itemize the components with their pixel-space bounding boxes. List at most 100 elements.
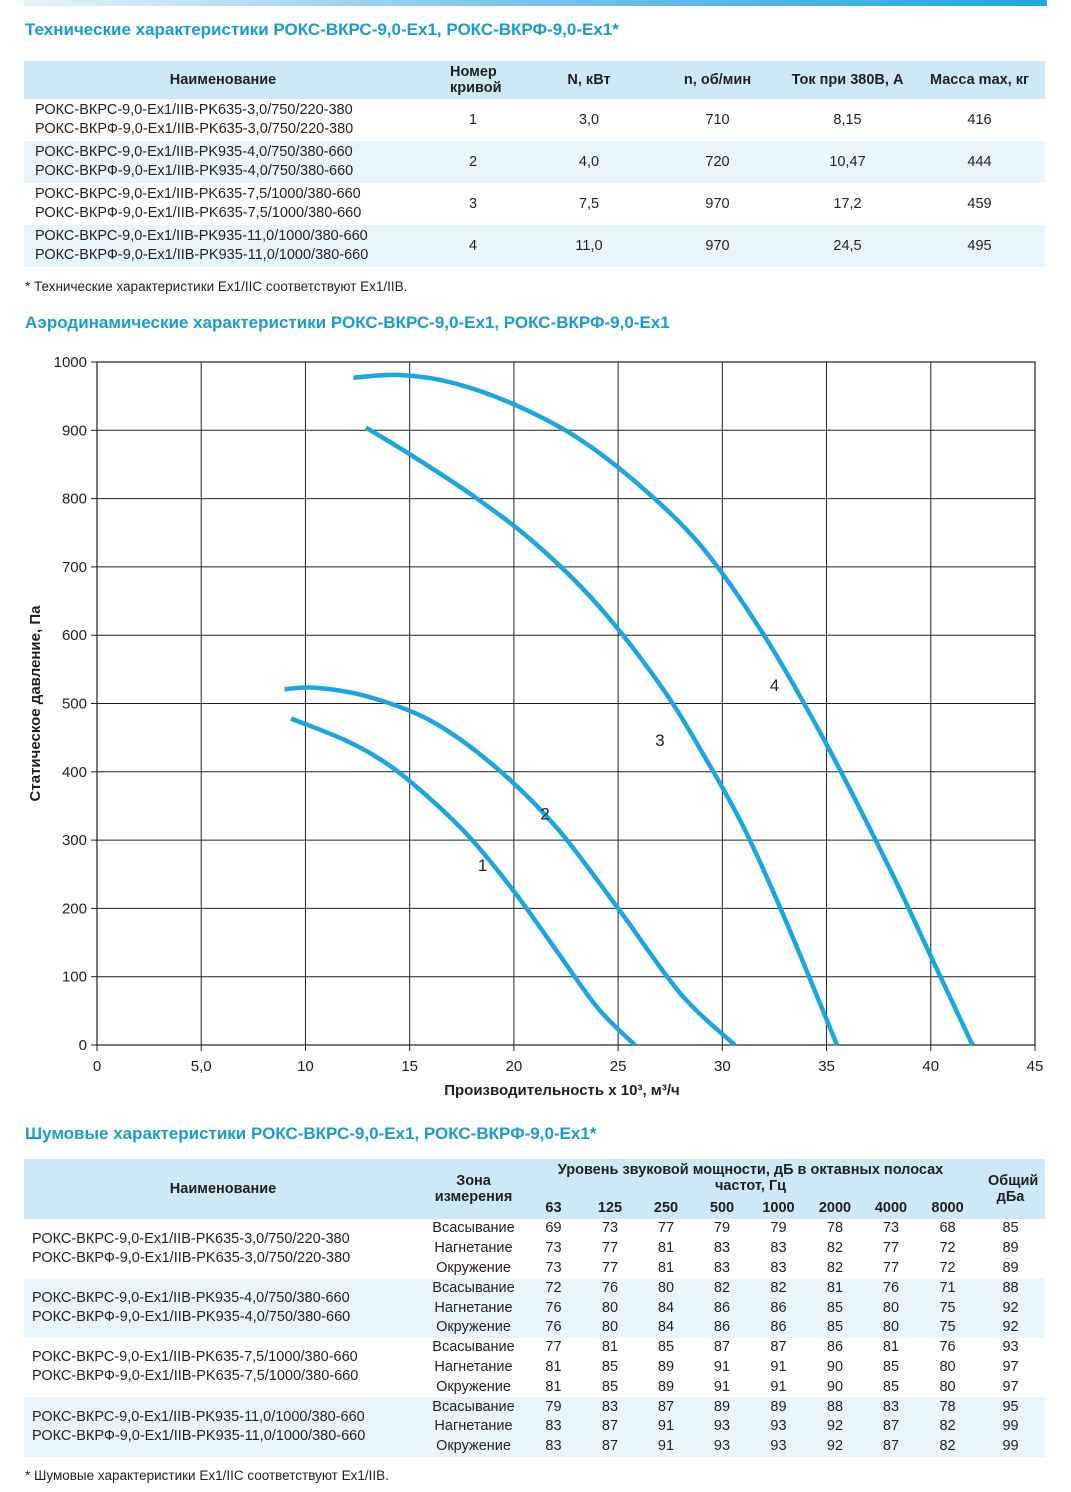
noise-cell-value: 80 — [919, 1377, 976, 1397]
noise-section-title: Шумовые характеристики РОКС-ВКРС-9,0-Ex1… — [25, 1124, 596, 1144]
noise-cell-value: 75 — [919, 1298, 976, 1318]
noise-row: РОКС-ВКРС-9,0-Ex1/IIB-PK935-4,0/750/380-… — [24, 1278, 1045, 1298]
noise-cell-value: 86 — [807, 1338, 863, 1358]
noise-cell-value: 89 — [694, 1397, 750, 1417]
x-tick-label: 5,0 — [191, 1058, 212, 1075]
model-name: РОКС-ВКРФ-9,0-Ex1/IIB-PK635-7,5/1000/380… — [35, 204, 422, 223]
noise-cell-value: 78 — [919, 1397, 976, 1417]
noise-cell-value: 76 — [525, 1318, 582, 1338]
x-tick-label: 15 — [401, 1058, 418, 1075]
noise-cell-value: 87 — [750, 1338, 807, 1358]
noise-cell-value: 83 — [694, 1239, 750, 1259]
x-tick-label: 20 — [506, 1058, 523, 1075]
y-tick-label: 900 — [62, 422, 87, 439]
noise-cell-value: 90 — [807, 1358, 863, 1378]
noise-cell-value: 85 — [863, 1358, 919, 1378]
tech-section-title: Технические характеристики РОКС-ВКРС-9,0… — [25, 20, 619, 40]
noise-cell-total: 93 — [976, 1338, 1045, 1358]
y-tick-label: 300 — [62, 832, 87, 849]
noise-row: РОКС-ВКРС-9,0-Ex1/IIB-PK635-3,0/750/220-… — [24, 1219, 1045, 1239]
model-name: РОКС-ВКРФ-9,0-Ex1/IIB-PK935-11,0/1000/38… — [32, 1427, 422, 1446]
tech-cell-current: 17,2 — [781, 183, 914, 225]
noise-cell-value: 77 — [638, 1219, 694, 1239]
tech-cell-curve: 3 — [422, 183, 524, 225]
noise-cell-total: 97 — [976, 1358, 1045, 1378]
chart-grid: 0 5,0 10 15 20 25 30 35 40 4501002003004005006007… — [54, 354, 1044, 1075]
top-accent-bar — [24, 0, 1047, 6]
noise-cell-value: 72 — [919, 1259, 976, 1279]
model-name: РОКС-ВКРС-9,0-Ex1/IIB-PK635-3,0/750/220-… — [35, 101, 422, 120]
noise-cell-value: 77 — [582, 1259, 638, 1279]
y-axis-title: Статическое давление, Па — [27, 605, 44, 802]
tech-cell-power: 11,0 — [524, 225, 654, 267]
tech-cell-current: 8,15 — [781, 99, 914, 141]
noise-header-name: Наименование — [24, 1159, 422, 1219]
noise-cell-value: 87 — [638, 1397, 694, 1417]
noise-cell-value: 77 — [582, 1239, 638, 1259]
curve-number-label: 4 — [770, 676, 779, 695]
noise-cell-value: 83 — [525, 1417, 582, 1437]
noise-cell-value: 82 — [919, 1437, 976, 1457]
noise-cell-value: 89 — [638, 1377, 694, 1397]
tech-cell-rpm: 970 — [654, 183, 781, 225]
tech-cell-model: РОКС-ВКРС-9,0-Ex1/IIB-PK935-11,0/1000/38… — [24, 225, 422, 267]
noise-cell-value: 85 — [807, 1318, 863, 1338]
noise-cell-value: 77 — [863, 1239, 919, 1259]
tech-cell-power: 3,0 — [524, 99, 654, 141]
noise-cell-zone: Нагнетание — [422, 1239, 525, 1259]
noise-cell-value: 76 — [919, 1338, 976, 1358]
noise-cell-zone: Окружение — [422, 1377, 525, 1397]
noise-cell-value: 86 — [694, 1318, 750, 1338]
noise-cell-value: 91 — [694, 1377, 750, 1397]
noise-cell-value: 80 — [919, 1358, 976, 1378]
noise-cell-value: 72 — [919, 1239, 976, 1259]
noise-cell-value: 93 — [750, 1417, 807, 1437]
noise-cell-value: 69 — [525, 1219, 582, 1239]
x-tick-label: 35 — [818, 1058, 835, 1075]
noise-cell-zone: Нагнетание — [422, 1298, 525, 1318]
noise-cell-value: 80 — [582, 1318, 638, 1338]
noise-header-total: Общий дБа — [976, 1159, 1045, 1219]
noise-cell-value: 91 — [638, 1417, 694, 1437]
noise-cell-value: 87 — [582, 1437, 638, 1457]
noise-cell-zone: Окружение — [422, 1259, 525, 1279]
tech-row: РОКС-ВКРС-9,0-Ex1/IIB-PK935-4,0/750/380-… — [24, 141, 1045, 183]
noise-cell-total: 88 — [976, 1278, 1045, 1298]
y-tick-label: 800 — [62, 491, 87, 508]
noise-cell-value: 80 — [638, 1278, 694, 1298]
noise-cell-value: 76 — [525, 1298, 582, 1318]
noise-cell-total: 89 — [976, 1239, 1045, 1259]
aero-section-title: Аэродинамические характеристики РОКС-ВКР… — [25, 313, 670, 333]
aero-chart: 0 5,0 10 15 20 25 30 35 40 45 0 100 200 300 400 500 600 7… — [0, 345, 1071, 1105]
noise-table: Наименование Зона измерения Уровень звук… — [24, 1159, 1045, 1457]
frequency-header: 63 — [525, 1197, 582, 1219]
noise-cell-value: 82 — [807, 1259, 863, 1279]
noise-cell-zone: Всасывание — [422, 1278, 525, 1298]
noise-cell-value: 81 — [863, 1338, 919, 1358]
model-name: РОКС-ВКРФ-9,0-Ex1/IIB-PK635-7,5/1000/380… — [32, 1367, 422, 1386]
noise-cell-value: 86 — [750, 1298, 807, 1318]
noise-cell-value: 83 — [750, 1239, 807, 1259]
noise-cell-value: 85 — [863, 1377, 919, 1397]
x-tick-label: 0 — [93, 1058, 101, 1075]
noise-row: РОКС-ВКРС-9,0-Ex1/IIB-PK935-11,0/1000/38… — [24, 1397, 1045, 1417]
noise-cell-value: 80 — [582, 1298, 638, 1318]
model-name: РОКС-ВКРФ-9,0-Ex1/IIB-PK635-3,0/750/220-… — [32, 1249, 422, 1268]
noise-cell-zone: Нагнетание — [422, 1417, 525, 1437]
tech-cell-curve: 1 — [422, 99, 524, 141]
noise-cell-value: 73 — [582, 1219, 638, 1239]
tech-table: Наименование Номер кривой N, кВт n, об/м… — [24, 61, 1045, 267]
noise-cell-value: 83 — [582, 1397, 638, 1417]
noise-cell-zone: Всасывание — [422, 1338, 525, 1358]
noise-cell-value: 85 — [638, 1338, 694, 1358]
tech-header-curve: Номер кривой — [422, 61, 524, 99]
noise-cell-value: 90 — [807, 1377, 863, 1397]
tech-header-rpm: n, об/мин — [654, 61, 781, 99]
noise-cell-value: 79 — [750, 1219, 807, 1239]
noise-cell-value: 91 — [694, 1358, 750, 1378]
noise-cell-total: 85 — [976, 1219, 1045, 1239]
noise-cell-value: 87 — [694, 1338, 750, 1358]
tech-header-name: Наименование — [24, 61, 422, 99]
noise-cell-total: 99 — [976, 1417, 1045, 1437]
noise-cell-value: 83 — [525, 1437, 582, 1457]
